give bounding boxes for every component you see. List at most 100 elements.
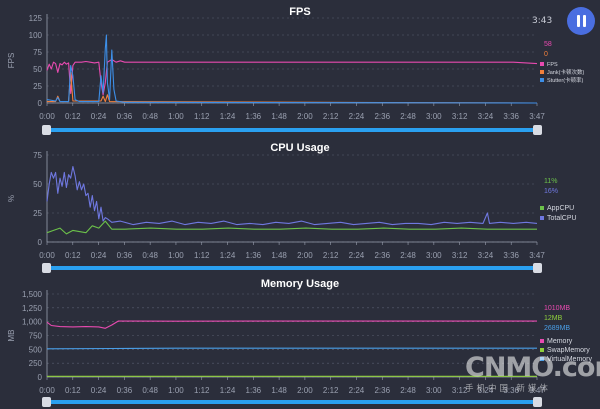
x-tick-label: 1:36 bbox=[246, 251, 262, 260]
slider-handle-right[interactable] bbox=[533, 125, 542, 135]
y-tick-label: 25 bbox=[33, 82, 42, 91]
x-tick-label: 2:00 bbox=[297, 251, 313, 260]
x-tick-label: 2:36 bbox=[374, 386, 390, 395]
slider-handle-right[interactable] bbox=[533, 397, 542, 407]
x-tick-label: 1:12 bbox=[194, 386, 210, 395]
y-tick-label: 0 bbox=[38, 99, 43, 108]
current-value-fps: 0 bbox=[544, 51, 548, 58]
y-tick-label: 100 bbox=[29, 31, 43, 40]
current-value-fps: 58 bbox=[544, 41, 552, 48]
slider-handle-left[interactable] bbox=[42, 125, 51, 135]
watermark-subtitle: 手机中国 新媒体 bbox=[465, 383, 551, 393]
y-tick-label: 250 bbox=[29, 359, 43, 368]
slider-handle-left[interactable] bbox=[42, 397, 51, 407]
x-tick-label: 1:00 bbox=[168, 251, 184, 260]
legend-swatch bbox=[540, 357, 544, 361]
x-tick-label: 1:48 bbox=[271, 386, 287, 395]
legend-entry-cpu: AppCPU bbox=[547, 205, 574, 212]
x-tick-label: 0:12 bbox=[65, 386, 81, 395]
y-tick-label: 75 bbox=[33, 48, 42, 57]
x-tick-label: 3:24 bbox=[478, 112, 494, 121]
x-tick-label: 2:00 bbox=[297, 112, 313, 121]
current-value-cpu: 16% bbox=[544, 188, 558, 195]
chart-title-memory: Memory Usage bbox=[261, 278, 339, 290]
current-value-memory: 1010MB bbox=[544, 305, 570, 312]
series-line-fps-0 bbox=[46, 58, 538, 96]
legend-entry-fps: Jank(卡顿次数) bbox=[547, 68, 584, 76]
y-tick-label: 50 bbox=[33, 65, 42, 74]
legend-swatch bbox=[540, 78, 544, 82]
x-tick-label: 2:12 bbox=[323, 112, 339, 121]
x-tick-label: 2:36 bbox=[374, 251, 390, 260]
time-range-slider-fps[interactable] bbox=[47, 128, 537, 132]
x-tick-label: 2:12 bbox=[323, 386, 339, 395]
x-tick-label: 2:48 bbox=[400, 251, 416, 260]
legend-entry-memory: SwapMemory bbox=[547, 347, 590, 354]
x-tick-label: 3:47 bbox=[529, 386, 545, 395]
legend-swatch bbox=[540, 216, 544, 220]
x-tick-label: 2:48 bbox=[400, 386, 416, 395]
x-tick-label: 2:12 bbox=[323, 251, 339, 260]
current-value-memory: 2689MB bbox=[544, 325, 570, 332]
x-tick-label: 1:36 bbox=[246, 112, 262, 121]
pause-icon bbox=[577, 15, 580, 27]
watermark-logo: CNMO.com bbox=[465, 352, 600, 383]
x-tick-label: 2:24 bbox=[349, 112, 365, 121]
x-tick-label: 1:12 bbox=[194, 251, 210, 260]
x-tick-label: 3:24 bbox=[478, 386, 494, 395]
y-axis-label-memory: MB bbox=[7, 330, 16, 342]
legend-entry-memory: VirtualMemory bbox=[547, 356, 592, 363]
x-tick-label: 3:00 bbox=[426, 112, 442, 121]
x-tick-label: 3:00 bbox=[426, 251, 442, 260]
x-tick-label: 3:47 bbox=[529, 112, 545, 121]
current-value-cpu: 11% bbox=[544, 178, 558, 185]
x-tick-label: 0:00 bbox=[39, 251, 55, 260]
legend-swatch bbox=[540, 62, 544, 66]
x-tick-label: 1:24 bbox=[220, 386, 236, 395]
slider-handle-left[interactable] bbox=[42, 263, 51, 273]
x-tick-label: 0:48 bbox=[142, 386, 158, 395]
legend-entry-memory: Memory bbox=[547, 338, 573, 345]
y-tick-label: 125 bbox=[29, 14, 43, 23]
x-tick-label: 0:00 bbox=[39, 386, 55, 395]
slider-handle-right[interactable] bbox=[533, 263, 542, 273]
legend-swatch bbox=[540, 348, 544, 352]
x-tick-label: 2:36 bbox=[374, 112, 390, 121]
x-tick-label: 0:00 bbox=[39, 112, 55, 121]
y-tick-label: 50 bbox=[33, 180, 42, 189]
x-tick-label: 2:00 bbox=[297, 386, 313, 395]
x-tick-label: 3:36 bbox=[503, 251, 519, 260]
x-tick-label: 3:12 bbox=[452, 251, 468, 260]
x-tick-label: 1:36 bbox=[246, 386, 262, 395]
time-range-slider-memory[interactable] bbox=[47, 400, 537, 404]
x-tick-label: 0:24 bbox=[91, 251, 107, 260]
x-tick-label: 0:24 bbox=[91, 386, 107, 395]
y-tick-label: 1,000 bbox=[22, 318, 43, 327]
time-range-slider-cpu[interactable] bbox=[47, 266, 537, 270]
x-tick-label: 3:47 bbox=[529, 251, 545, 260]
x-tick-label: 0:48 bbox=[142, 251, 158, 260]
x-tick-label: 3:12 bbox=[452, 386, 468, 395]
pause-button[interactable] bbox=[567, 7, 595, 35]
series-line-fps-1 bbox=[47, 71, 538, 104]
x-tick-label: 3:00 bbox=[426, 386, 442, 395]
y-tick-label: 750 bbox=[29, 332, 43, 341]
y-tick-label: 75 bbox=[33, 151, 42, 160]
x-tick-label: 1:24 bbox=[220, 251, 236, 260]
legend-entry-fps: FPS bbox=[547, 62, 558, 68]
x-tick-label: 0:36 bbox=[117, 251, 133, 260]
x-tick-label: 3:36 bbox=[503, 112, 519, 121]
x-tick-label: 1:48 bbox=[271, 112, 287, 121]
legend-entry-cpu: TotalCPU bbox=[547, 215, 577, 222]
chart-title-fps: FPS bbox=[289, 6, 310, 18]
series-line-fps-2 bbox=[46, 34, 538, 104]
legend-entry-fps: Stutter(卡顿率) bbox=[547, 76, 584, 84]
legend-swatch bbox=[540, 206, 544, 210]
current-value-memory: 12MB bbox=[544, 315, 563, 322]
x-tick-label: 0:48 bbox=[142, 112, 158, 121]
x-tick-label: 0:12 bbox=[65, 251, 81, 260]
x-tick-label: 1:00 bbox=[168, 112, 184, 121]
y-tick-label: 500 bbox=[29, 345, 43, 354]
legend-swatch bbox=[540, 339, 544, 343]
y-tick-label: 1,500 bbox=[22, 290, 43, 299]
